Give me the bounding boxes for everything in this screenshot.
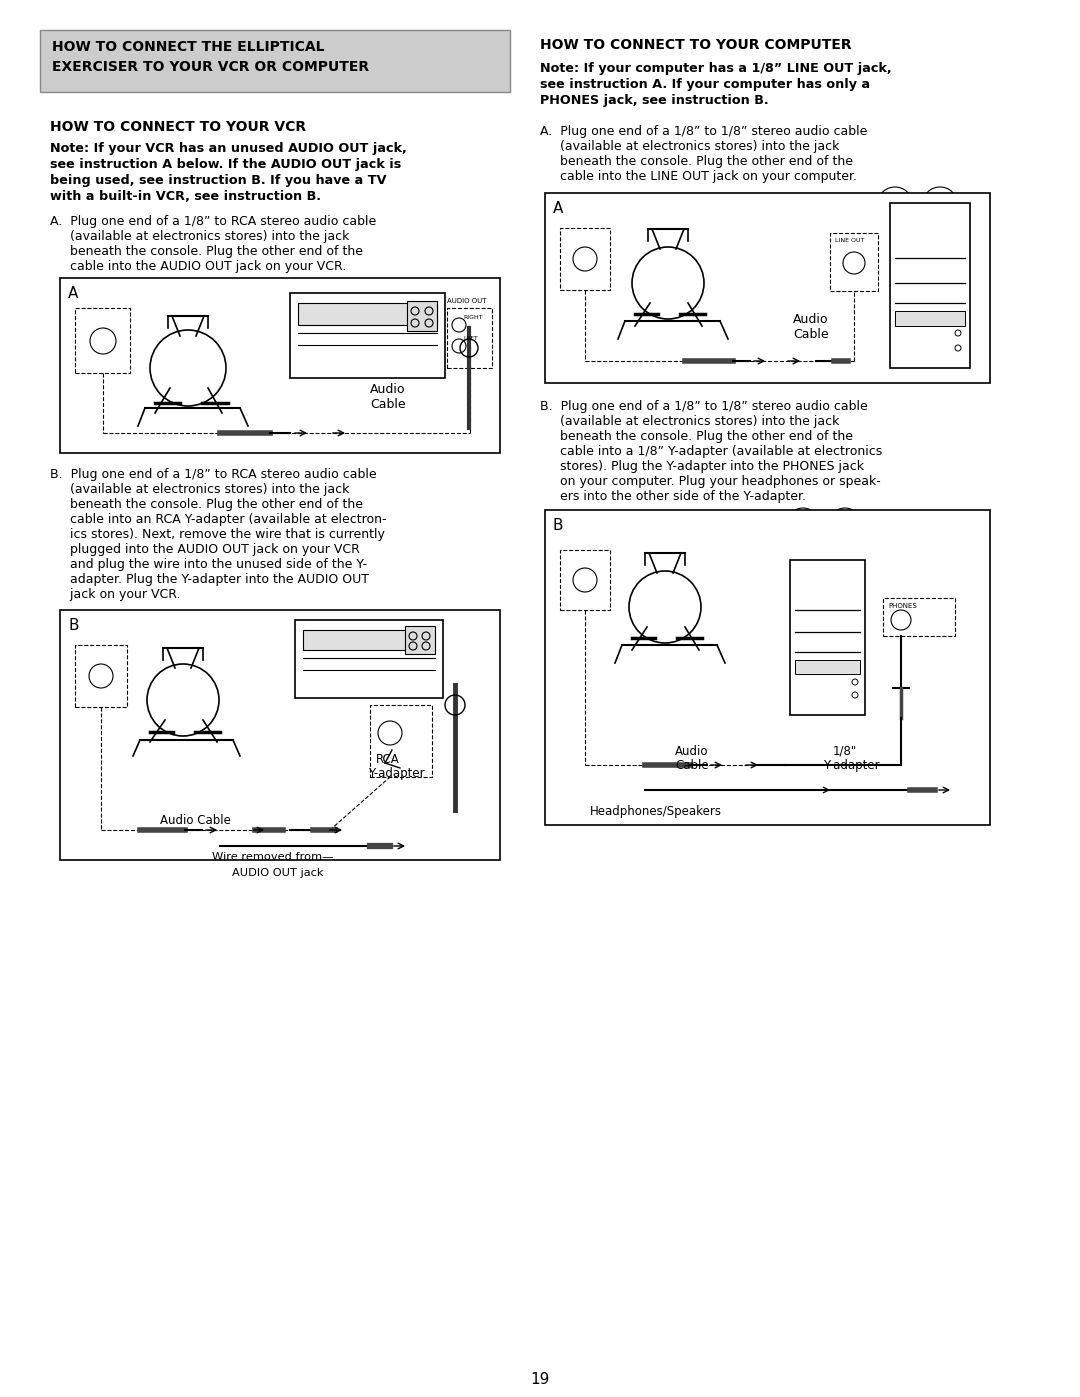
Text: ics stores). Next, remove the wire that is currently: ics stores). Next, remove the wire that …	[50, 528, 384, 541]
Bar	[291, 293, 445, 379]
Text: AUDIO OUT: AUDIO OUT	[447, 298, 486, 305]
Text: beneath the console. Plug the other end of the: beneath the console. Plug the other end …	[540, 430, 853, 443]
Bar	[75, 307, 130, 373]
Bar	[545, 193, 990, 383]
Text: HOW TO CONNECT TO YOUR COMPUTER: HOW TO CONNECT TO YOUR COMPUTER	[540, 38, 852, 52]
Bar	[40, 29, 510, 92]
Text: Audio: Audio	[370, 383, 405, 395]
Text: cable into a 1/8” Y-adapter (available at electronics: cable into a 1/8” Y-adapter (available a…	[540, 446, 882, 458]
Text: stores). Plug the Y-adapter into the PHONES jack: stores). Plug the Y-adapter into the PHO…	[540, 460, 864, 474]
Text: Audio: Audio	[793, 313, 828, 326]
Text: Audio Cable: Audio Cable	[160, 814, 231, 827]
Bar	[789, 560, 865, 715]
Bar	[883, 598, 955, 636]
Text: with a built-in VCR, see instruction B.: with a built-in VCR, see instruction B.	[50, 190, 321, 203]
Text: jack on your VCR.: jack on your VCR.	[50, 588, 180, 601]
Text: (available at electronics stores) into the jack: (available at electronics stores) into t…	[50, 231, 349, 243]
Text: Note: If your VCR has an unused AUDIO OUT jack,: Note: If your VCR has an unused AUDIO OU…	[50, 142, 407, 155]
Text: PHONES: PHONES	[888, 604, 917, 609]
Text: HOW TO CONNECT THE ELLIPTICAL: HOW TO CONNECT THE ELLIPTICAL	[52, 41, 324, 54]
Bar	[831, 233, 878, 291]
Text: see instruction A. If your computer has only a: see instruction A. If your computer has …	[540, 78, 870, 91]
Text: LEFT: LEFT	[463, 337, 477, 341]
Bar	[75, 645, 127, 707]
Text: B.  Plug one end of a 1/8” to RCA stereo audio cable: B. Plug one end of a 1/8” to RCA stereo …	[50, 468, 377, 481]
Bar	[545, 510, 990, 826]
Text: LINE OUT: LINE OUT	[835, 237, 864, 243]
Text: A.  Plug one end of a 1/8” to RCA stereo audio cable: A. Plug one end of a 1/8” to RCA stereo …	[50, 215, 376, 228]
Text: cable into the LINE OUT jack on your computer.: cable into the LINE OUT jack on your com…	[540, 170, 858, 183]
Text: beneath the console. Plug the other end of the: beneath the console. Plug the other end …	[50, 244, 363, 258]
Text: beneath the console. Plug the other end of the: beneath the console. Plug the other end …	[540, 155, 853, 168]
Text: A: A	[553, 201, 564, 217]
Text: see instruction A below. If the AUDIO OUT jack is: see instruction A below. If the AUDIO OU…	[50, 158, 402, 170]
Text: Audio: Audio	[675, 745, 708, 759]
Text: Note: If your computer has a 1/8” LINE OUT jack,: Note: If your computer has a 1/8” LINE O…	[540, 61, 892, 75]
Bar	[561, 228, 610, 291]
Bar	[561, 550, 610, 610]
Bar	[895, 312, 966, 326]
Text: EXERCISER TO YOUR VCR OR COMPUTER: EXERCISER TO YOUR VCR OR COMPUTER	[52, 60, 369, 74]
Bar	[370, 705, 432, 777]
Text: A.  Plug one end of a 1/8” to 1/8” stereo audio cable: A. Plug one end of a 1/8” to 1/8” stereo…	[540, 124, 867, 138]
Text: B.  Plug one end of a 1/8” to 1/8” stereo audio cable: B. Plug one end of a 1/8” to 1/8” stereo…	[540, 400, 867, 414]
Text: B: B	[68, 617, 79, 633]
Text: (available at electronics stores) into the jack: (available at electronics stores) into t…	[50, 483, 349, 496]
Text: Wire removed from—: Wire removed from—	[212, 852, 334, 862]
Text: 1/8": 1/8"	[833, 745, 858, 759]
Bar	[298, 303, 437, 326]
Bar	[405, 626, 435, 654]
Text: RCA: RCA	[376, 753, 400, 766]
Text: A: A	[68, 286, 79, 300]
Bar	[60, 278, 500, 453]
Text: B: B	[553, 518, 564, 534]
Text: Cable: Cable	[370, 398, 406, 411]
Text: Y-adapter: Y-adapter	[368, 767, 424, 780]
Bar	[407, 300, 437, 331]
Text: (available at electronics stores) into the jack: (available at electronics stores) into t…	[540, 140, 839, 154]
Text: Y-adapter: Y-adapter	[823, 759, 879, 773]
Text: and plug the wire into the unused side of the Y-: and plug the wire into the unused side o…	[50, 557, 367, 571]
Text: (available at electronics stores) into the jack: (available at electronics stores) into t…	[540, 415, 839, 427]
Text: cable into the AUDIO OUT jack on your VCR.: cable into the AUDIO OUT jack on your VC…	[50, 260, 347, 272]
Bar	[447, 307, 492, 367]
Bar	[890, 203, 970, 367]
Bar	[60, 610, 500, 861]
Bar	[795, 659, 860, 673]
Text: on your computer. Plug your headphones or speak-: on your computer. Plug your headphones o…	[540, 475, 881, 488]
Text: RIGHT: RIGHT	[463, 314, 483, 320]
Text: Cable: Cable	[675, 759, 708, 773]
Text: 19: 19	[530, 1372, 550, 1387]
Text: plugged into the AUDIO OUT jack on your VCR: plugged into the AUDIO OUT jack on your …	[50, 543, 360, 556]
Text: AUDIO OUT jack: AUDIO OUT jack	[232, 868, 324, 877]
Text: ers into the other side of the Y-adapter.: ers into the other side of the Y-adapter…	[540, 490, 806, 503]
Text: beneath the console. Plug the other end of the: beneath the console. Plug the other end …	[50, 497, 363, 511]
Bar	[303, 630, 411, 650]
Text: Headphones/Speakers: Headphones/Speakers	[590, 805, 723, 819]
Bar	[295, 620, 443, 698]
Text: PHONES jack, see instruction B.: PHONES jack, see instruction B.	[540, 94, 769, 108]
Text: HOW TO CONNECT TO YOUR VCR: HOW TO CONNECT TO YOUR VCR	[50, 120, 306, 134]
Text: Cable: Cable	[793, 328, 828, 341]
Text: being used, see instruction B. If you have a TV: being used, see instruction B. If you ha…	[50, 175, 387, 187]
Text: cable into an RCA Y-adapter (available at electron-: cable into an RCA Y-adapter (available a…	[50, 513, 387, 527]
Text: adapter. Plug the Y-adapter into the AUDIO OUT: adapter. Plug the Y-adapter into the AUD…	[50, 573, 369, 585]
